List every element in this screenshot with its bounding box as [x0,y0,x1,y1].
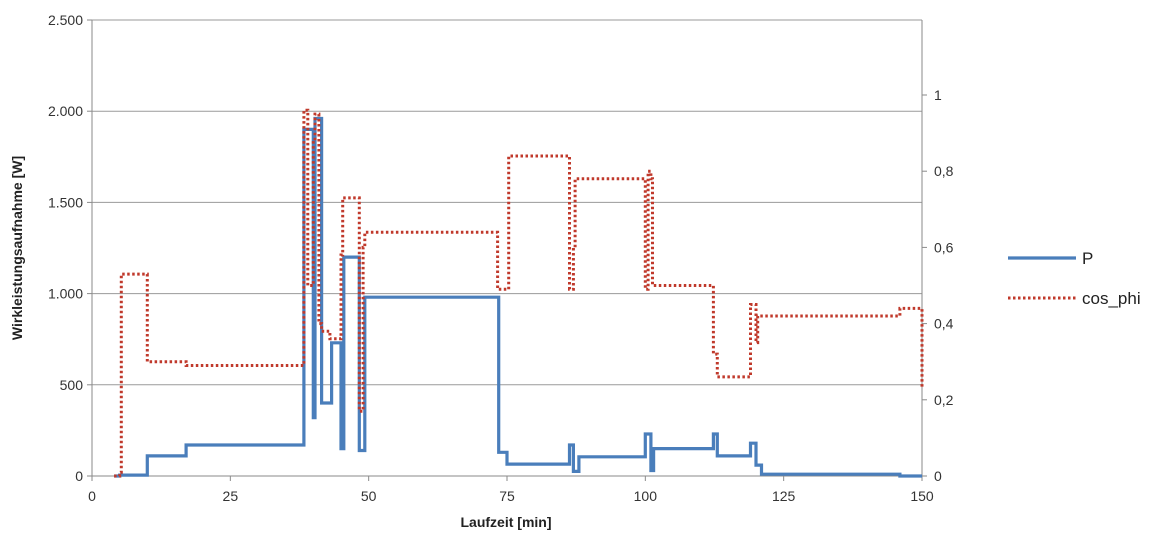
y-tick-label: 1.500 [48,194,83,210]
y-tick-label: 1.000 [48,286,83,302]
axes [87,20,927,481]
y2-tick-label: 0 [934,468,942,484]
y-tick-label: 2.000 [48,103,83,119]
x-tick-label: 125 [772,488,796,504]
x-tick-label: 50 [361,488,377,504]
x-tick-label: 25 [223,488,239,504]
y2-tick-label: 0,2 [934,392,954,408]
x-tick-labels: 0 25 50 75 100 125 150 [88,488,934,504]
y2-tick-labels: 0 0,2 0,4 0,6 0,8 1 [934,87,954,484]
y2-tick-label: 0,8 [934,163,954,179]
gridlines [92,20,922,385]
series-line-p [114,119,922,477]
y-tick-label: 500 [60,377,84,393]
x-tick-label: 150 [910,488,934,504]
y-axis-title: Wirkleistungsaufnahme [W] [9,156,25,340]
x-tick-label: 100 [634,488,658,504]
y2-tick-label: 0,6 [934,239,954,255]
series-line-cos-phi [114,110,922,476]
x-tick-label: 75 [499,488,515,504]
y-tick-label: 2.500 [48,12,83,28]
series-lines [114,110,922,476]
x-axis-title: Laufzeit [min] [461,514,552,530]
y2-tick-label: 1 [934,87,942,103]
y-tick-label: 0 [75,468,83,484]
x-tick-label: 0 [88,488,96,504]
legend-label: P [1082,249,1093,268]
y2-tick-label: 0,4 [934,316,954,332]
legend-label: cos_phi [1082,289,1141,308]
y-tick-labels: 0 500 1.000 1.500 2.000 2.500 [48,12,83,484]
